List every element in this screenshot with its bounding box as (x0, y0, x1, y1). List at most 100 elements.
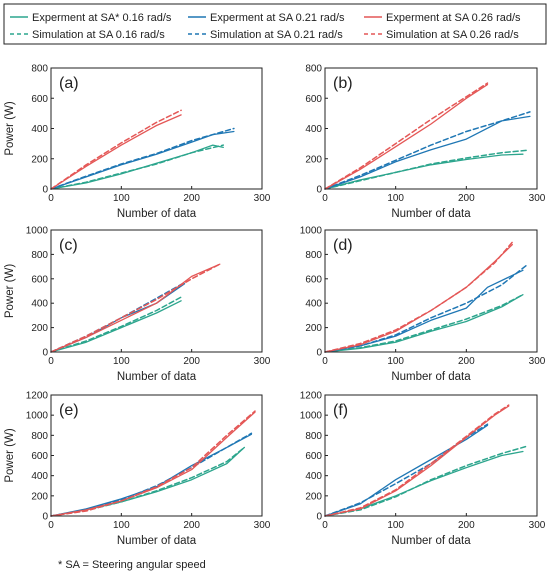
panel-2-y-axis-title: Power (W) (4, 264, 16, 318)
panel-5-y-tick-label: 0 (316, 512, 322, 523)
panel-2-series-simulation-at-sa-0-26-rad-s-line (50, 263, 221, 353)
panel-0-x-tick-label: 100 (113, 193, 130, 204)
legend-label-sim-021: Simulation at SA 0.21 rad/s (210, 29, 343, 41)
panel-3-y-tick-label: 200 (305, 323, 322, 334)
panel-4-series-experment-at-sa-0-16-rad-s-line (50, 446, 246, 517)
panel-5-series-simulation-at-sa-0-16-rad-s-line (324, 445, 528, 517)
panel-1-y-tick-label: 400 (305, 124, 322, 135)
panel-4-label: (e) (59, 402, 79, 419)
panel-4-series-simulation-at-sa-0-26-rad-s-line (50, 410, 256, 517)
panel-1-label: (b) (333, 75, 353, 92)
panel-4-x-axis-title: Number of data (117, 535, 197, 547)
panel-0-x-axis-title: Number of data (117, 208, 197, 220)
panel-4-y-tick-label: 1000 (26, 411, 49, 422)
panel-4-y-tick-label: 0 (42, 512, 48, 523)
panel-5-label: (f) (333, 402, 348, 419)
panel-2-series-simulation-at-sa-0-16-rad-s-line (50, 296, 182, 353)
panel-4-series-simulation-at-sa-0-16-rad-s-line (50, 446, 246, 517)
panel-3-x-tick-label: 200 (458, 356, 475, 367)
panel-3-series-experment-at-sa-0-26-rad-s-line (324, 243, 513, 353)
panel-0-series-experment-at-sa-0-21-rad-s-line (50, 130, 235, 190)
panel-0-y-tick-label: 200 (31, 154, 48, 165)
panel-1-x-axis-title: Number of data (391, 208, 471, 220)
panel-b: 0 100 200 300 0 200 400 600 800 (b) Number of data (305, 64, 545, 221)
panel-4-series-experment-at-sa-0-26-rad-s-line (50, 411, 256, 517)
panel-3-axes-frame (324, 229, 538, 353)
panel-3-series-simulation-at-sa-0-16-rad-s-line (324, 293, 524, 353)
panel-3-y-tick-label: 400 (305, 299, 322, 310)
legend-label-sim-016: Simulation at SA 0.16 rad/s (32, 29, 165, 41)
panel-0-y-tick-label: 400 (31, 124, 48, 135)
panel-3-y-tick-label: 0 (316, 348, 322, 359)
footnote: * SA = Steering angular speed (58, 559, 206, 571)
panel-a: 0 100 200 300 0 200 400 600 800 (a) Number of data… (4, 64, 271, 221)
panel-4-y-tick-label: 600 (31, 451, 48, 462)
panel-0-series-simulation-at-sa-0-21-rad-s-line (50, 127, 235, 190)
panel-3-y-tick-label: 1000 (300, 226, 323, 237)
panel-5-y-tick-label: 200 (305, 491, 322, 502)
panel-0-x-tick-label: 300 (254, 193, 271, 204)
panel-2-y-tick-label: 1000 (26, 226, 49, 237)
legend-frame (3, 3, 547, 45)
panel-1-y-tick-label: 200 (305, 154, 322, 165)
legend-label-exp-026: Experment at SA 0.26 rad/s (386, 12, 521, 24)
panel-0-label: (a) (59, 75, 79, 92)
panel-4-series-simulation-at-sa-0-21-rad-s-line (50, 432, 253, 517)
panel-0-x-tick-label: 0 (48, 193, 54, 204)
panel-0-series-simulation-at-sa-0-16-rad-s-line (50, 144, 225, 190)
panel-2-x-tick-label: 200 (183, 356, 200, 367)
panel-5-series-simulation-at-sa-0-21-rad-s-line (324, 423, 489, 517)
panel-0-x-tick-label: 200 (183, 193, 200, 204)
panel-5-x-tick-label: 200 (458, 520, 475, 531)
panel-5-x-tick-label: 300 (529, 520, 546, 531)
panel-4-x-tick-label: 300 (254, 520, 271, 531)
panel-1-series-simulation-at-sa-0-21-rad-s-line (324, 111, 531, 190)
panel-2-series-experment-at-sa-0-26-rad-s-line (50, 263, 221, 353)
panel-0-y-tick-label: 600 (31, 94, 48, 105)
panel-1-x-tick-label: 300 (529, 193, 546, 204)
panel-0-y-tick-label: 800 (31, 64, 48, 75)
panel-0-series-experment-at-sa-0-26-rad-s-line (50, 114, 182, 190)
panel-2-x-axis-title: Number of data (117, 371, 197, 383)
panel-2-series-simulation-at-sa-0-21-rad-s-line (50, 281, 186, 353)
panel-0-y-tick-label: 0 (42, 185, 48, 196)
panel-4-x-tick-label: 0 (48, 520, 54, 531)
panel-5-y-tick-label: 400 (305, 471, 322, 482)
panel-5-series-simulation-at-sa-0-26-rad-s-line (324, 404, 510, 517)
panel-5-series-experment-at-sa-0-26-rad-s-line (324, 405, 510, 517)
panel-1-x-tick-label: 0 (322, 193, 328, 204)
panel-3-x-tick-label: 300 (529, 356, 546, 367)
panel-2-x-tick-label: 100 (113, 356, 130, 367)
panel-1-series-simulation-at-sa-0-16-rad-s-line (324, 149, 528, 190)
panel-2-y-tick-label: 0 (42, 348, 48, 359)
panel-3-series-simulation-at-sa-0-26-rad-s-line (324, 241, 514, 353)
panel-4-y-tick-label: 1200 (26, 391, 49, 402)
panel-4-y-tick-label: 400 (31, 471, 48, 482)
panel-1-series-experment-at-sa-0-26-rad-s-line (324, 83, 489, 190)
panel-4-x-tick-label: 100 (113, 520, 130, 531)
panel-1-series-simulation-at-sa-0-26-rad-s-line (324, 82, 489, 190)
panel-1-y-tick-label: 0 (316, 185, 322, 196)
panel-4-y-tick-label: 200 (31, 491, 48, 502)
panel-3-y-tick-label: 600 (305, 274, 322, 285)
panel-3-series-experment-at-sa-0-21-rad-s-line (324, 269, 524, 353)
panel-0-y-axis-title: Power (W) (4, 101, 16, 155)
panel-0-series-experment-at-sa-0-16-rad-s-line (50, 144, 224, 190)
panel-2-y-tick-label: 200 (31, 323, 48, 334)
panel-5-y-tick-label: 1000 (300, 411, 323, 422)
panel-4-x-tick-label: 200 (183, 520, 200, 531)
panel-2-x-tick-label: 0 (48, 356, 54, 367)
panel-3-y-tick-label: 800 (305, 250, 322, 261)
panel-e: 0 100 200 300 0 200 400 600 800 1000 1200 (e) Number… (4, 391, 271, 548)
panel-f: 0 100 200 300 0 200 400 600 800 1000 1200 (f) Number… (300, 391, 546, 548)
panel-1-x-tick-label: 100 (387, 193, 404, 204)
panel-2-axes-frame (50, 229, 263, 353)
legend-label-exp-016: Experment at SA* 0.16 rad/s (32, 12, 172, 24)
panel-0-axes-frame (50, 67, 263, 190)
legend-label-exp-021: Experment at SA 0.21 rad/s (210, 12, 345, 24)
legend: Experment at SA* 0.16 rad/s Experment at… (3, 3, 547, 45)
panel-4-axes-frame (50, 394, 263, 517)
panel-1-series-experment-at-sa-0-16-rad-s-line (324, 153, 524, 190)
panel-1-x-tick-label: 200 (458, 193, 475, 204)
